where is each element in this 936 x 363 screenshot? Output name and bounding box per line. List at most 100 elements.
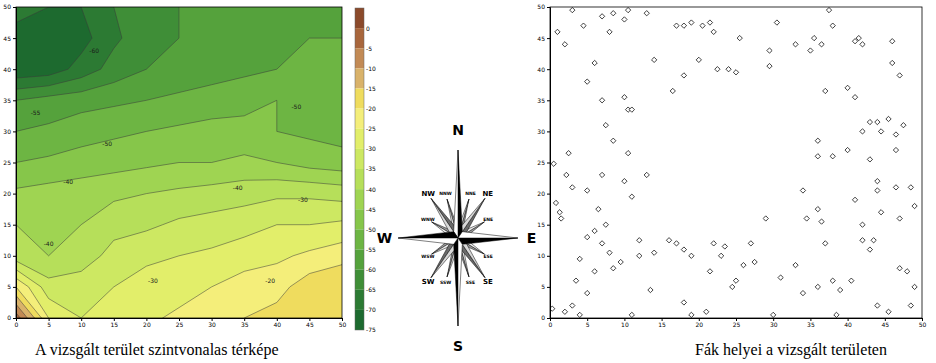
y-tick-label: 20 xyxy=(3,190,11,197)
tree-point xyxy=(852,197,857,202)
tree-point xyxy=(823,241,828,246)
compass-label: NNE xyxy=(465,191,476,196)
colorbar-swatch xyxy=(355,209,364,229)
tree-point xyxy=(852,95,857,100)
x-tick-label: 0 xyxy=(15,321,19,328)
tree-point xyxy=(603,123,608,128)
tree-point xyxy=(752,259,757,264)
tree-point xyxy=(607,29,612,34)
x-tick-label: 15 xyxy=(658,321,666,328)
compass-label: ENE xyxy=(483,217,493,222)
y-tick: 20 xyxy=(537,190,550,197)
y-tick: 30 xyxy=(537,128,550,135)
contour-label: -30 xyxy=(298,196,308,203)
tree-point xyxy=(793,262,798,267)
colorbar-swatch xyxy=(355,270,364,290)
y-tick: 35 xyxy=(3,97,16,104)
x-tick: 50 xyxy=(919,318,927,328)
tree-point xyxy=(611,138,616,143)
tree-point xyxy=(815,154,820,159)
colorbar-swatch xyxy=(355,28,364,48)
tree-point xyxy=(730,284,735,289)
tree-point xyxy=(875,188,880,193)
tree-point xyxy=(908,303,913,308)
tree-point xyxy=(908,185,913,190)
tree-point xyxy=(722,244,727,249)
tree-point xyxy=(629,194,634,199)
tree-point xyxy=(652,250,657,255)
tree-point xyxy=(893,132,898,137)
tree-point xyxy=(774,20,779,25)
colorbar-tick-label: -60 xyxy=(366,266,376,273)
tree-point xyxy=(741,262,746,267)
tree-point xyxy=(629,312,634,317)
contour-band xyxy=(16,296,34,318)
x-tick-label: 25 xyxy=(176,321,184,328)
x-tick-label: 20 xyxy=(695,321,703,328)
y-tick-mark xyxy=(547,194,550,195)
tree-point xyxy=(622,179,627,184)
y-axis: 05101520253035404550 xyxy=(3,3,16,321)
y-tick-label: 0 xyxy=(7,314,11,321)
compass-label: SSW xyxy=(440,280,451,285)
y-tick-mark xyxy=(547,38,550,39)
x-axis: 05101520253035404550 xyxy=(15,318,347,328)
tree-point xyxy=(815,138,820,143)
tree-point xyxy=(607,250,612,255)
x-tick: 15 xyxy=(110,318,118,328)
x-tick: 5 xyxy=(47,318,51,328)
tree-point xyxy=(804,216,809,221)
y-tick-mark xyxy=(13,318,16,319)
compass-arm xyxy=(454,150,458,238)
y-tick-label: 5 xyxy=(541,283,545,290)
x-tick-label: 30 xyxy=(208,321,216,328)
tree-point xyxy=(733,70,738,75)
compass-label: WNW xyxy=(421,217,435,222)
tree-point xyxy=(856,35,861,40)
tree-point xyxy=(570,303,575,308)
compass-label: NE xyxy=(482,190,493,198)
colorbar-tick: 0 xyxy=(364,25,370,32)
y-tick-label: 45 xyxy=(537,35,545,42)
x-tick: 25 xyxy=(176,318,184,328)
tree-point xyxy=(733,278,738,283)
colorbar-swatch xyxy=(355,189,364,209)
tree-point xyxy=(875,119,880,124)
y-tick-label: 10 xyxy=(3,252,11,259)
compass-label: NW xyxy=(421,190,435,198)
tree-point xyxy=(707,20,712,25)
tree-point xyxy=(875,303,880,308)
colorbar-tick: -30 xyxy=(364,145,376,152)
x-tick: 20 xyxy=(143,318,151,328)
colorbar-tick-label: -40 xyxy=(366,186,376,193)
tree-point xyxy=(860,42,865,47)
tree-point xyxy=(618,259,623,264)
tree-point xyxy=(890,39,895,44)
tree-point xyxy=(830,278,835,283)
x-tick-label: 5 xyxy=(47,321,51,328)
colorbar-swatch xyxy=(355,129,364,149)
colorbar-tick: -45 xyxy=(364,206,376,213)
plot-frame xyxy=(550,7,922,318)
contour-label: -55 xyxy=(31,109,41,116)
tree-point xyxy=(557,210,562,215)
tree-point xyxy=(570,185,575,190)
tree-point xyxy=(849,278,854,283)
x-tick: 0 xyxy=(15,318,19,328)
scatter-points xyxy=(550,7,917,317)
colorbar-tick-label: -15 xyxy=(366,85,376,92)
tree-point xyxy=(585,290,590,295)
colorbar-swatch xyxy=(355,250,364,270)
y-tick-mark xyxy=(547,7,550,8)
y-tick-mark xyxy=(13,287,16,288)
contour-band xyxy=(16,38,342,318)
tree-point xyxy=(700,23,705,28)
y-axis: 05101520253035404550 xyxy=(537,3,550,321)
y-tick: 30 xyxy=(3,128,16,135)
y-tick: 10 xyxy=(3,252,16,259)
tree-point xyxy=(912,203,917,208)
colorbar-swatch xyxy=(355,68,364,88)
tree-point xyxy=(585,79,590,84)
colorbar-tick: -20 xyxy=(364,105,376,112)
colorbar-tick-label: -25 xyxy=(366,125,376,132)
